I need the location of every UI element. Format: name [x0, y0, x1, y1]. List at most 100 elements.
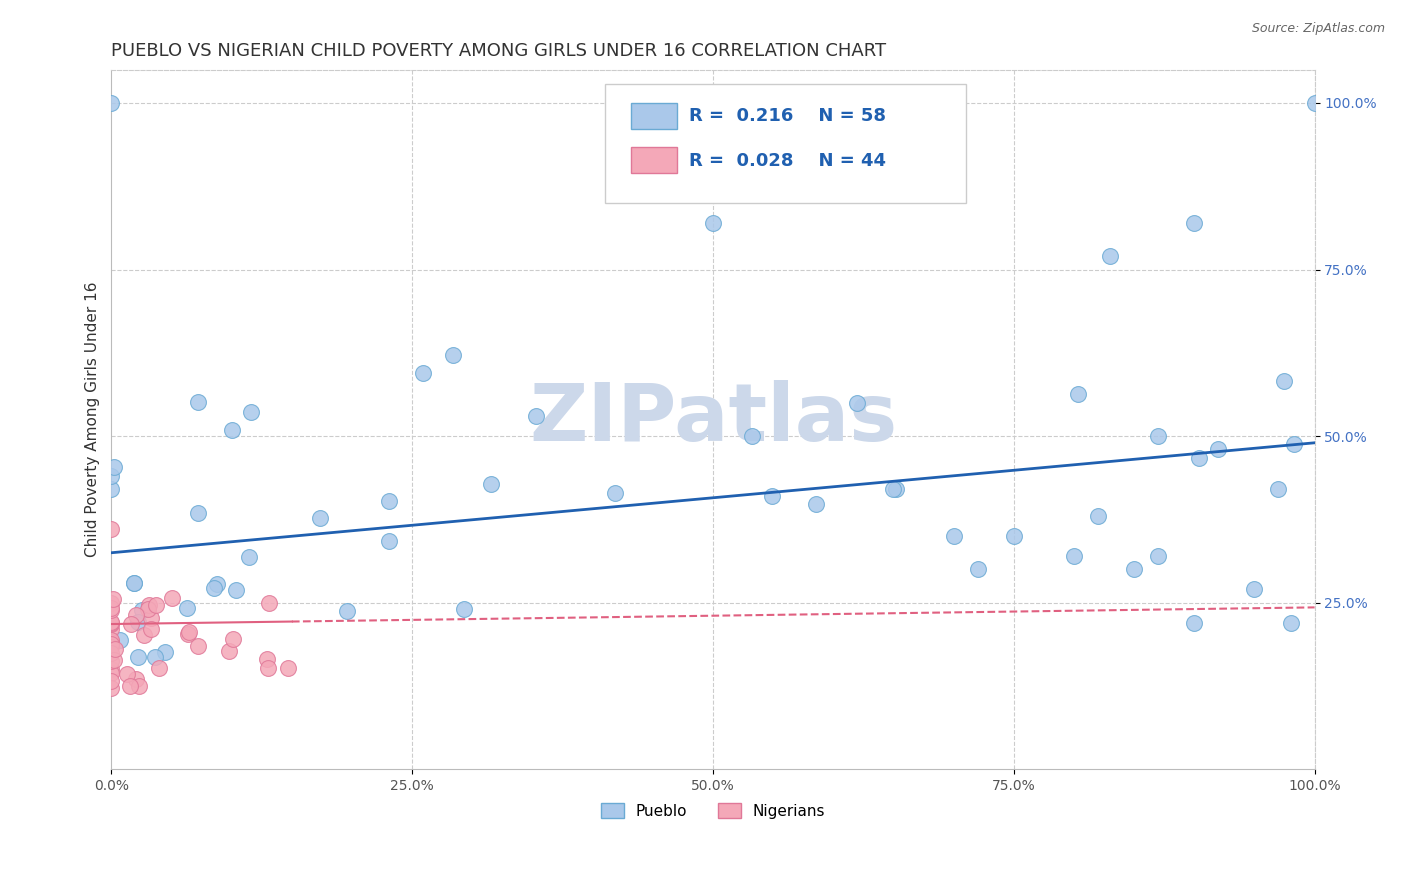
- Point: [100, 596, 122, 610]
- Point: [100, 635, 122, 649]
- Point: [1188, 450, 1211, 465]
- Point: [221, 424, 243, 438]
- Point: [277, 661, 299, 675]
- Point: [100, 615, 122, 630]
- Point: [441, 348, 464, 362]
- Point: [1067, 386, 1090, 401]
- Point: [145, 598, 167, 612]
- Point: [479, 476, 502, 491]
- Point: [127, 615, 149, 630]
- Point: [1099, 249, 1122, 263]
- Text: R =  0.028    N = 44: R = 0.028 N = 44: [689, 152, 886, 169]
- FancyBboxPatch shape: [631, 146, 676, 173]
- Point: [741, 428, 763, 442]
- Point: [378, 533, 401, 548]
- Point: [187, 506, 209, 520]
- Point: [942, 529, 965, 543]
- Point: [1208, 442, 1230, 457]
- Point: [141, 610, 163, 624]
- Point: [155, 645, 177, 659]
- Point: [100, 469, 122, 483]
- FancyBboxPatch shape: [605, 84, 966, 202]
- Point: [846, 396, 869, 410]
- Point: [143, 650, 166, 665]
- Point: [100, 622, 122, 636]
- Point: [100, 523, 122, 537]
- Point: [176, 601, 198, 615]
- Point: [101, 592, 124, 607]
- Point: [378, 494, 401, 508]
- Point: [100, 681, 122, 696]
- Point: [100, 673, 122, 688]
- Point: [336, 604, 359, 618]
- Legend: Pueblo, Nigerians: Pueblo, Nigerians: [595, 797, 831, 824]
- Point: [177, 625, 200, 640]
- Text: ZIPatlas: ZIPatlas: [529, 381, 897, 458]
- Point: [1123, 562, 1146, 576]
- Point: [176, 627, 198, 641]
- Point: [120, 679, 142, 693]
- Point: [104, 642, 127, 657]
- Point: [103, 459, 125, 474]
- Point: [205, 577, 228, 591]
- Text: R =  0.216    N = 58: R = 0.216 N = 58: [689, 107, 886, 125]
- Point: [134, 628, 156, 642]
- Point: [108, 632, 131, 647]
- Point: [100, 600, 122, 615]
- Point: [125, 607, 148, 622]
- Point: [187, 640, 209, 654]
- Point: [100, 654, 122, 668]
- Point: [115, 666, 138, 681]
- Point: [240, 405, 263, 419]
- Point: [128, 679, 150, 693]
- Y-axis label: Child Poverty Among Girls Under 16: Child Poverty Among Girls Under 16: [86, 282, 100, 558]
- Point: [100, 95, 122, 110]
- Point: [882, 483, 904, 497]
- Point: [222, 632, 245, 647]
- Point: [100, 617, 122, 632]
- Point: [100, 640, 122, 654]
- Point: [120, 616, 142, 631]
- Point: [412, 367, 434, 381]
- Point: [257, 597, 280, 611]
- Point: [202, 581, 225, 595]
- Point: [160, 591, 183, 605]
- Point: [308, 511, 330, 525]
- Point: [1272, 375, 1295, 389]
- Point: [804, 497, 827, 511]
- Point: [238, 549, 260, 564]
- Point: [702, 216, 724, 230]
- Point: [524, 409, 547, 423]
- Point: [139, 622, 162, 636]
- Text: PUEBLO VS NIGERIAN CHILD POVERTY AMONG GIRLS UNDER 16 CORRELATION CHART: PUEBLO VS NIGERIAN CHILD POVERTY AMONG G…: [111, 42, 887, 60]
- Point: [138, 598, 160, 612]
- Point: [1243, 582, 1265, 597]
- Point: [225, 582, 247, 597]
- Point: [1267, 483, 1289, 497]
- Point: [100, 662, 122, 676]
- Point: [1147, 549, 1170, 563]
- Text: Source: ZipAtlas.com: Source: ZipAtlas.com: [1251, 22, 1385, 36]
- Point: [100, 603, 122, 617]
- Point: [187, 394, 209, 409]
- Point: [1147, 429, 1170, 443]
- Point: [256, 651, 278, 665]
- Point: [256, 661, 278, 675]
- Point: [122, 576, 145, 591]
- Point: [1182, 615, 1205, 630]
- Point: [1282, 437, 1305, 451]
- Point: [122, 576, 145, 591]
- Point: [1087, 509, 1109, 524]
- Point: [453, 602, 475, 616]
- Point: [1002, 529, 1025, 543]
- Point: [966, 562, 988, 576]
- Point: [136, 601, 159, 615]
- Point: [100, 483, 122, 497]
- Point: [1303, 95, 1326, 110]
- Point: [100, 665, 122, 680]
- Point: [103, 653, 125, 667]
- Point: [100, 646, 122, 660]
- Point: [1279, 615, 1302, 630]
- Point: [1063, 549, 1085, 563]
- Point: [761, 489, 783, 503]
